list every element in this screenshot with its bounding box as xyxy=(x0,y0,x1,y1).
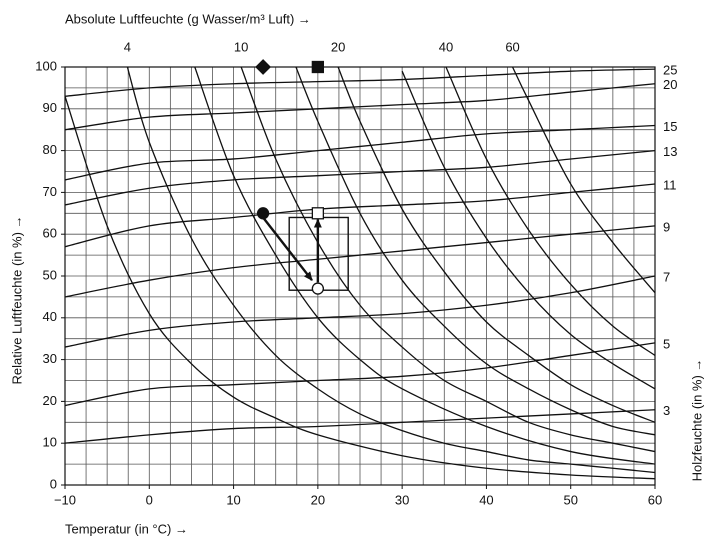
top-curve-label: 20 xyxy=(331,39,345,54)
y-tick-label: 10 xyxy=(43,435,57,450)
wood-moisture-curve xyxy=(65,275,656,348)
humidity-curve xyxy=(401,70,656,390)
humidity-curve xyxy=(337,66,656,423)
right-curve-label: 9 xyxy=(663,219,670,234)
marker-square xyxy=(311,207,325,220)
humidity-curve xyxy=(295,66,656,436)
humidity-curve xyxy=(511,66,656,294)
y-tick-label: 80 xyxy=(43,142,57,157)
y-tick-label: 50 xyxy=(43,267,57,282)
humidity-curve xyxy=(194,66,656,465)
x-tick-label: 40 xyxy=(479,492,493,507)
y-tick-label: 100 xyxy=(35,58,57,73)
wood-moisture-curve xyxy=(65,83,656,131)
humidity-curve xyxy=(65,96,656,480)
y2-axis-title: Holzfeuchte (in %) → xyxy=(689,359,704,482)
x-tick-label: 50 xyxy=(563,492,577,507)
wood-moisture-curve xyxy=(65,68,656,97)
y-tick-label: 90 xyxy=(43,100,57,115)
marker-diamond xyxy=(255,59,271,75)
x-tick-label: 0 xyxy=(146,492,153,507)
humidity-curve xyxy=(126,66,656,474)
wood-moisture-curve xyxy=(65,342,656,407)
wood-moisture-curve xyxy=(65,409,656,444)
right-curve-label: 13 xyxy=(663,144,677,159)
curves xyxy=(65,66,656,480)
y-tick-label: 70 xyxy=(43,184,57,199)
right-curve-label: 7 xyxy=(663,269,670,284)
wood-moisture-curve xyxy=(65,149,656,206)
x-tick-label: 60 xyxy=(648,492,662,507)
wood-moisture-curve xyxy=(65,183,656,248)
right-curve-label: 25 xyxy=(663,63,677,78)
right-curve-label: 20 xyxy=(663,77,677,92)
top-axis-title: Absolute Luftfeuchte (g Wasser/m³ Luft) … xyxy=(65,11,311,26)
arrow xyxy=(262,216,313,281)
top-curve-label: 60 xyxy=(505,39,519,54)
top-curve-label: 4 xyxy=(124,39,131,54)
humidity-curve xyxy=(445,66,656,356)
y-tick-label: 20 xyxy=(43,393,57,408)
x-tick-label: 10 xyxy=(226,492,240,507)
top-curve-label: 10 xyxy=(234,39,248,54)
wood-moisture-curve xyxy=(65,124,656,181)
y-tick-label: 30 xyxy=(43,351,57,366)
marker-circle xyxy=(311,282,325,295)
right-curve-label: 11 xyxy=(663,177,677,192)
right-curve-label: 5 xyxy=(663,336,670,351)
y-tick-label: 0 xyxy=(50,476,57,491)
humidity-curve xyxy=(240,66,656,453)
y-tick-label: 40 xyxy=(43,309,57,324)
y-tick-label: 60 xyxy=(43,226,57,241)
x-tick-label: −10 xyxy=(54,492,76,507)
wood-moisture-curve xyxy=(65,225,656,298)
right-curve-label: 3 xyxy=(663,403,670,418)
top-curve-label: 40 xyxy=(439,39,453,54)
right-curve-label: 15 xyxy=(663,119,677,134)
marker-square xyxy=(311,60,325,74)
x-tick-label: 30 xyxy=(395,492,409,507)
x-tick-label: 20 xyxy=(311,492,325,507)
x-axis-title: Temperatur (in °C) → xyxy=(65,521,188,536)
marker-circle xyxy=(256,207,270,220)
y-axis-title: Relative Luftfeuchte (in %) → xyxy=(9,215,24,384)
